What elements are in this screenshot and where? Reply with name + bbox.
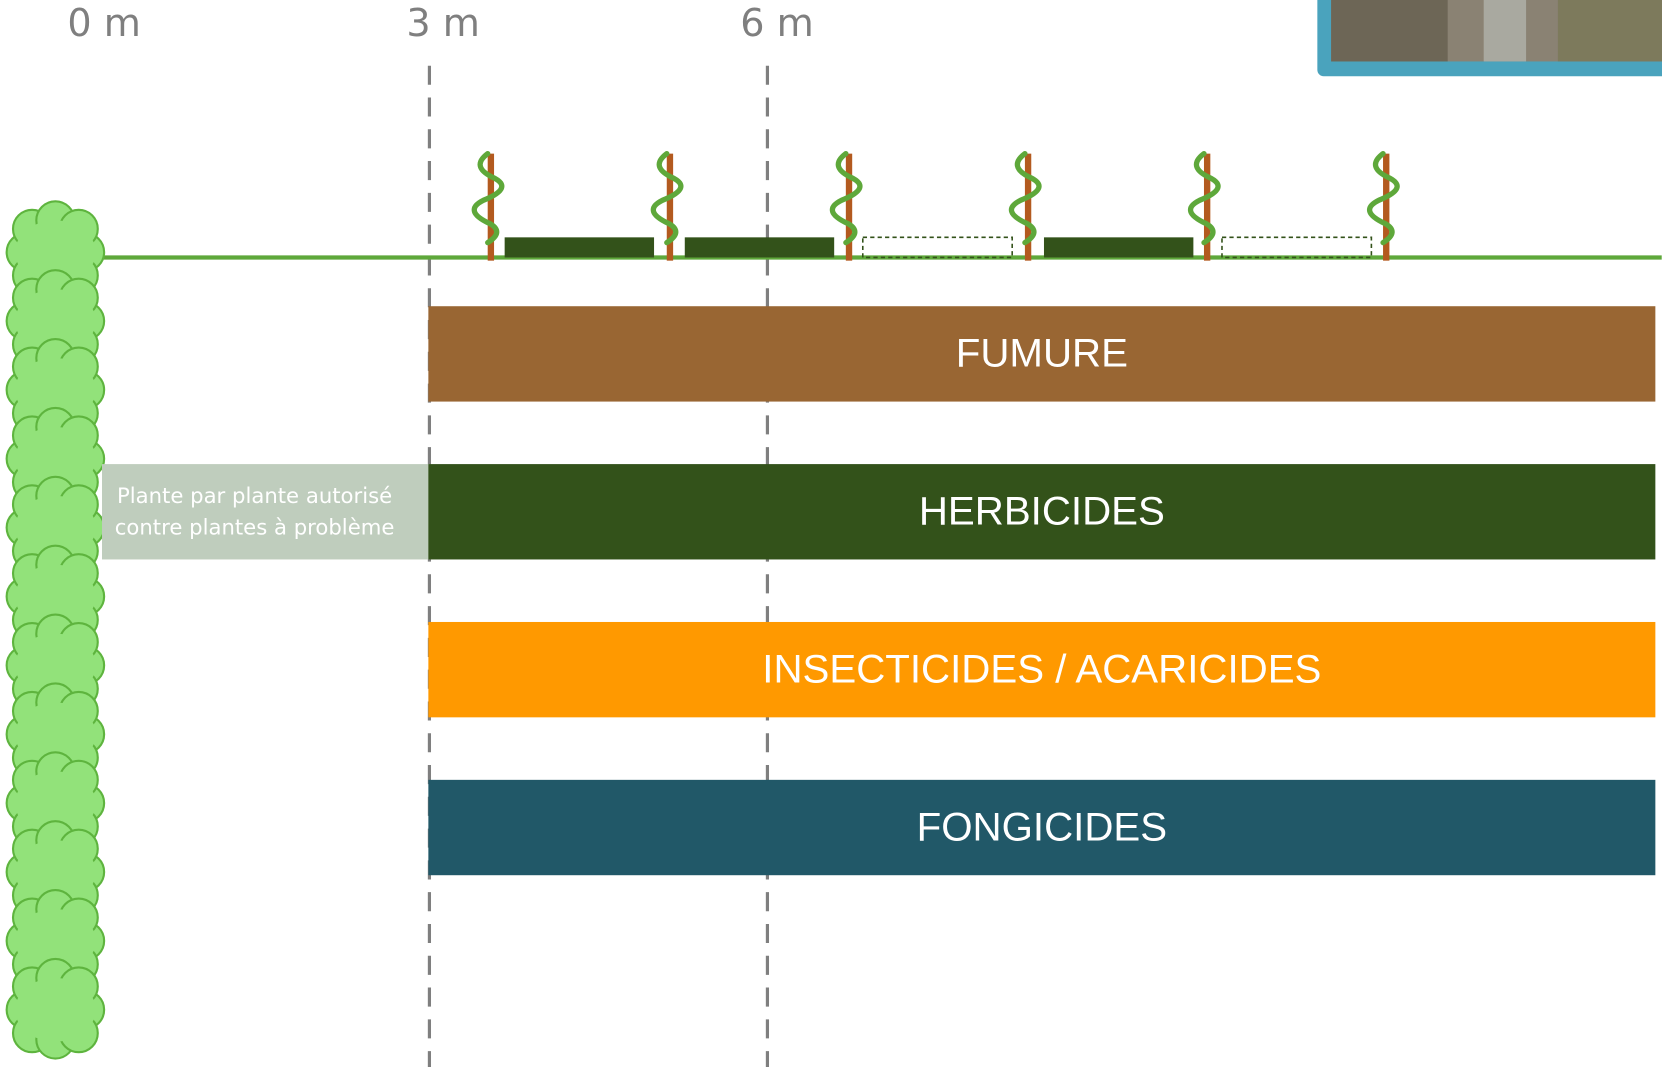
distance-label: 0 m: [67, 1, 141, 45]
band-label: INSECTICIDES / ACARICIDES: [762, 646, 1321, 691]
note-line: contre plantes à problème: [115, 515, 395, 540]
cover-strip-empty: [863, 237, 1012, 257]
diagram: 0 m 3 m 6 m FUMURE Plante par plante aut…: [0, 0, 1662, 1067]
vine-row: [474, 154, 1397, 261]
distance-label: 6 m: [740, 1, 814, 45]
band-label: FONGICIDES: [917, 804, 1167, 849]
hedge: [7, 201, 104, 1058]
band-label: FUMURE: [956, 331, 1128, 376]
bush-core: [15, 978, 96, 1042]
distance-label: 3 m: [406, 1, 480, 45]
cover-strip: [1044, 237, 1193, 257]
band-label: HERBICIDES: [919, 489, 1165, 534]
cover-strip: [685, 237, 834, 257]
cover-strip: [505, 237, 654, 257]
bush: [7, 959, 104, 1059]
photo-thumbnail: [1317, 0, 1662, 76]
note-line: Plante par plante autorisé: [117, 483, 392, 508]
cover-strip-empty: [1222, 237, 1371, 257]
note-box: [102, 464, 430, 559]
